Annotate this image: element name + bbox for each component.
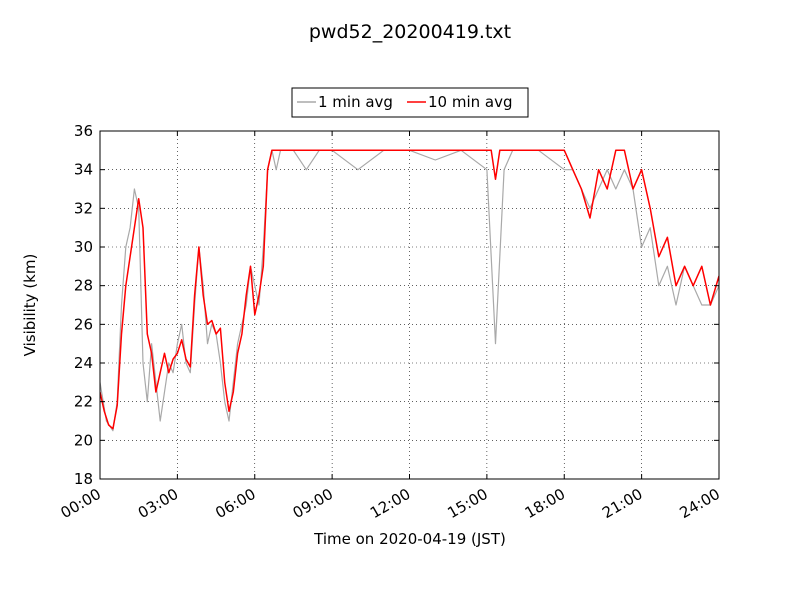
legend-label-10min: 10 min avg — [428, 93, 513, 111]
y-tick-label: 22 — [74, 393, 93, 411]
y-tick-label: 24 — [74, 354, 93, 372]
y-tick-label: 30 — [74, 238, 93, 256]
series-line-10min — [100, 149, 719, 430]
x-axis-label: Time on 2020-04-19 (JST) — [313, 530, 506, 548]
series-line-1min — [100, 149, 719, 432]
y-tick-label: 26 — [74, 315, 93, 333]
y-axis-label: Visibility (km) — [21, 254, 39, 357]
chart-title: pwd52_20200419.txt — [309, 21, 511, 43]
legend: 1 min avg 10 min avg — [291, 87, 529, 118]
y-tick-label: 36 — [74, 122, 93, 140]
y-tick-labels: 18 20 22 24 26 28 30 32 34 36 — [74, 122, 93, 488]
y-tick-label: 32 — [74, 199, 93, 217]
y-tick-label: 18 — [74, 470, 93, 488]
series-layer — [100, 149, 719, 432]
axis-ticks — [99, 130, 720, 480]
y-tick-label: 28 — [74, 277, 93, 295]
y-tick-label: 34 — [74, 161, 93, 179]
y-tick-label: 20 — [74, 431, 93, 449]
legend-label-1min: 1 min avg — [318, 93, 393, 111]
